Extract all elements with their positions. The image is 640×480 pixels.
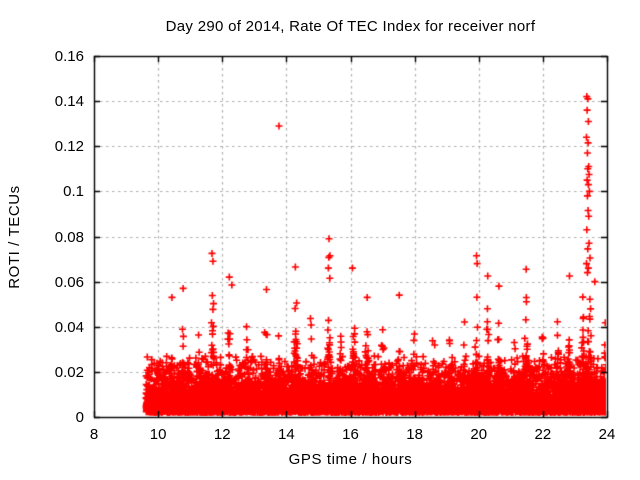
plot-canvas bbox=[0, 0, 640, 480]
roti-scatter-figure: Day 290 of 2014, Rate Of TEC Index for r… bbox=[0, 0, 640, 480]
